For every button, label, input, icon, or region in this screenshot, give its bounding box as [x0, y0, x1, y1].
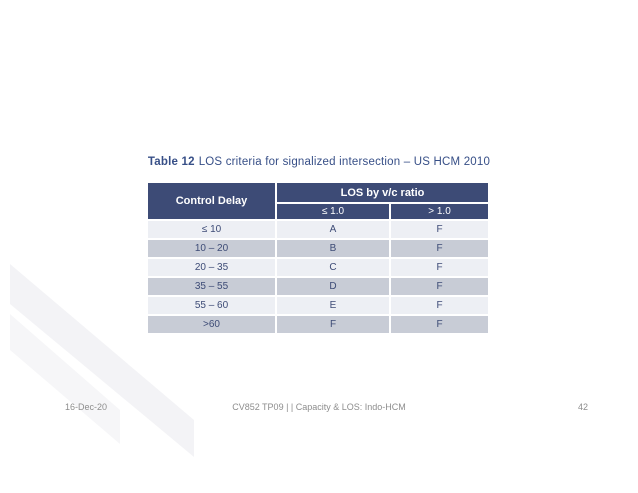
los-cell: F: [391, 316, 488, 333]
vc-gt-1-header: > 1.0: [391, 204, 488, 219]
delay-cell: 55 – 60: [148, 297, 275, 314]
los-cell: A: [277, 221, 389, 238]
table-row: 35 – 55 D F: [148, 278, 488, 295]
los-cell: F: [391, 259, 488, 276]
los-criteria-table: Control Delay LOS by v/c ratio ≤ 1.0 > 1…: [146, 181, 490, 335]
header-row-group: Control Delay LOS by v/c ratio: [148, 183, 488, 219]
table-row: 20 – 35 C F: [148, 259, 488, 276]
delay-cell: ≤ 10: [148, 221, 275, 238]
vc-le-1-header: ≤ 1.0: [277, 204, 389, 219]
table-caption: Table 12 LOS criteria for signalized inte…: [0, 156, 638, 168]
footer-course-title: CV852 TP09 | | Capacity & LOS: Indo-HCM: [232, 402, 406, 412]
los-cell: F: [391, 278, 488, 295]
table-row: ≤ 10 A F: [148, 221, 488, 238]
control-delay-header: Control Delay: [148, 183, 275, 219]
table-caption-number: Table 12: [147, 156, 195, 168]
table-row: 55 – 60 E F: [148, 297, 488, 314]
los-group-header: LOS by v/c ratio: [277, 183, 488, 202]
footer-page-number: 42: [577, 402, 588, 412]
delay-cell: >60: [148, 316, 275, 333]
los-cell: F: [391, 240, 488, 257]
los-cell: B: [277, 240, 389, 257]
delay-cell: 20 – 35: [148, 259, 275, 276]
los-cell: F: [391, 221, 488, 238]
delay-cell: 10 – 20: [148, 240, 275, 257]
table-row: >60 F F: [148, 316, 488, 333]
los-cell: D: [277, 278, 389, 295]
table-row: 10 – 20 B F: [148, 240, 488, 257]
table-caption-text: LOS criteria for signalized intersection…: [198, 156, 491, 168]
los-cell: F: [277, 316, 389, 333]
header-row-sub: ≤ 1.0 > 1.0: [148, 204, 488, 219]
footer-date: 16-Dec-20: [65, 402, 108, 412]
los-cell: E: [277, 297, 389, 314]
los-cell: F: [391, 297, 488, 314]
delay-cell: 35 – 55: [148, 278, 275, 295]
slide-footer: 16-Dec-20 CV852 TP09 | | Capacity & LOS:…: [0, 402, 638, 416]
los-cell: C: [277, 259, 389, 276]
